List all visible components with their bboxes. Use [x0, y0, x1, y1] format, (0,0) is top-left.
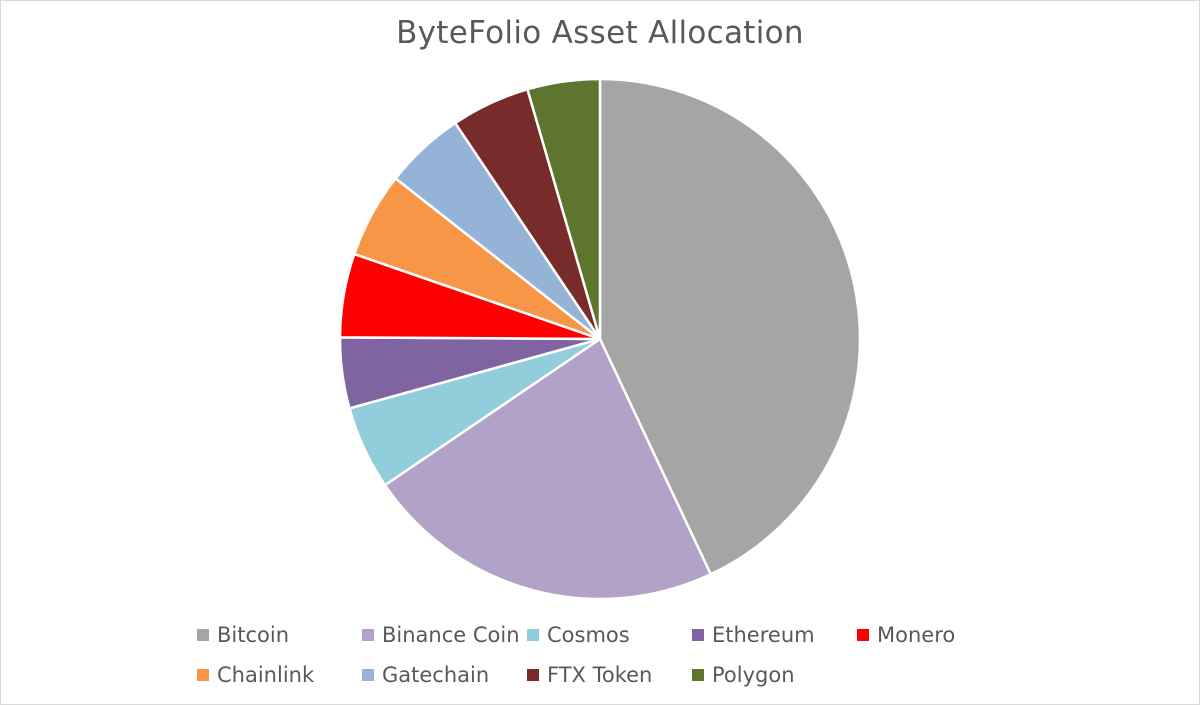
- legend-label: Ethereum: [712, 623, 815, 647]
- legend-swatch: [692, 629, 704, 641]
- legend-label: Polygon: [712, 663, 795, 687]
- legend-label: Monero: [877, 623, 956, 647]
- legend-item-binance-coin: Binance Coin: [362, 618, 520, 652]
- legend-item-bitcoin: Bitcoin: [197, 618, 289, 652]
- legend-item-gatechain: Gatechain: [362, 658, 489, 692]
- legend-label: Bitcoin: [217, 623, 290, 647]
- legend-label: Binance Coin: [382, 623, 520, 647]
- legend-label: Cosmos: [547, 623, 630, 647]
- pie-slice-polygon: [526, 77, 602, 341]
- pie-slice-bitcoin: [598, 77, 862, 576]
- legend-item-polygon: Polygon: [692, 658, 795, 692]
- legend-label: Gatechain: [382, 663, 490, 687]
- legend-item-monero: Monero: [857, 618, 955, 652]
- legend-swatch: [362, 669, 374, 681]
- legend-item-chainlink: Chainlink: [197, 658, 314, 692]
- legend-swatch: [197, 669, 209, 681]
- legend-swatch: [857, 629, 869, 641]
- legend-swatch: [527, 669, 539, 681]
- legend-swatch: [362, 629, 374, 641]
- legend-swatch: [692, 669, 704, 681]
- legend-swatch: [527, 629, 539, 641]
- legend-item-ftx-token: FTX Token: [527, 658, 652, 692]
- pie-slice-binance-coin: [383, 337, 712, 601]
- chart-title: ByteFolio Asset Allocation: [396, 15, 804, 51]
- legend-label: FTX Token: [547, 663, 653, 687]
- legend-swatch: [197, 629, 209, 641]
- legend-item-cosmos: Cosmos: [527, 618, 630, 652]
- legend-item-ethereum: Ethereum: [692, 618, 815, 652]
- legend-label: Chainlink: [217, 663, 315, 687]
